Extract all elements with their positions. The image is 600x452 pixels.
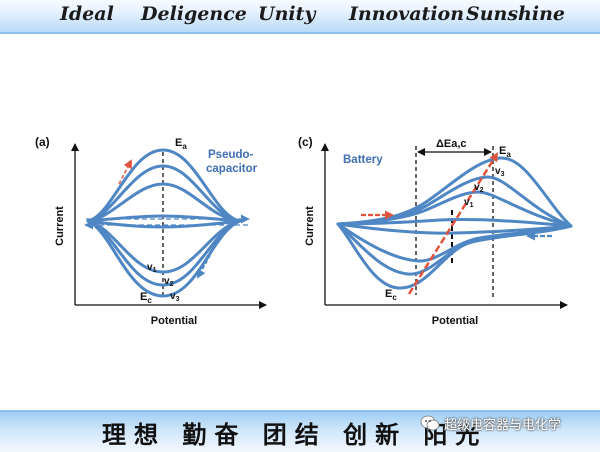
panel-a-title-line2: capacitor bbox=[206, 163, 258, 175]
panel-c-curve-low bbox=[336, 217, 573, 235]
bottom-banner bbox=[0, 410, 600, 452]
wechat-icon bbox=[420, 415, 440, 431]
panel-a-v3-label: v3 bbox=[170, 291, 180, 303]
motto-ideal: Ideal bbox=[60, 3, 114, 25]
panel-a-title-line1: Pseudo- bbox=[208, 149, 254, 161]
panel-c-shift-arrow bbox=[407, 152, 499, 295]
panel-a-blue-arrow bbox=[197, 254, 211, 279]
motto-unity: Unity bbox=[258, 3, 316, 25]
panel-c-xlabel: Potential bbox=[432, 315, 478, 327]
panel-a-v2-label: v2 bbox=[164, 276, 174, 288]
panel-a-v1-label: v1 bbox=[147, 262, 157, 274]
panel-a-ea-label: Ea bbox=[175, 137, 187, 151]
motto-innovation: Innovation bbox=[349, 3, 465, 25]
panel-c-v2-label: v2 bbox=[474, 182, 484, 194]
watermark-text: 超级电容器与电化学 bbox=[444, 417, 562, 433]
chinese-motto: 理想 勤奋 团结 创新 阳光 bbox=[102, 420, 488, 449]
panel-c-ea-label: Ea bbox=[499, 145, 511, 159]
panel-a-xlabel: Potential bbox=[151, 315, 197, 327]
top-banner bbox=[0, 0, 600, 34]
panel-c-v1-label: v1 bbox=[464, 197, 474, 209]
panel-a-ec-label: Ec bbox=[140, 291, 152, 305]
panel-c-delta-label: ΔEa,c bbox=[436, 138, 467, 150]
watermark: 超级电容器与电化学 bbox=[420, 411, 561, 435]
panel-c-curve-v2 bbox=[336, 175, 573, 276]
panel-a-cv-curves bbox=[86, 148, 242, 298]
panel-a-curve-low bbox=[86, 214, 242, 229]
panel-c-v3-label: v3 bbox=[495, 166, 505, 178]
motto-sunshine: Sunshine bbox=[466, 3, 565, 25]
panel-a: (a) Current Potential Ea Pseudo- capacit… bbox=[35, 135, 267, 327]
panel-c-title: Battery bbox=[343, 154, 383, 166]
panel-c: (c) Current Potential ΔEa,c Battery Ea v… bbox=[298, 135, 573, 327]
panel-a-red-arrow bbox=[118, 159, 132, 185]
panel-c-ylabel: Current bbox=[304, 206, 316, 246]
panel-c-cv-curves bbox=[336, 156, 573, 290]
panel-c-ec-label: Ec bbox=[385, 288, 397, 302]
panel-a-ylabel: Current bbox=[54, 206, 66, 246]
panel-a-tag: (a) bbox=[35, 135, 50, 149]
motto-deligence: Deligence bbox=[141, 3, 247, 25]
panel-c-tag: (c) bbox=[298, 135, 313, 149]
